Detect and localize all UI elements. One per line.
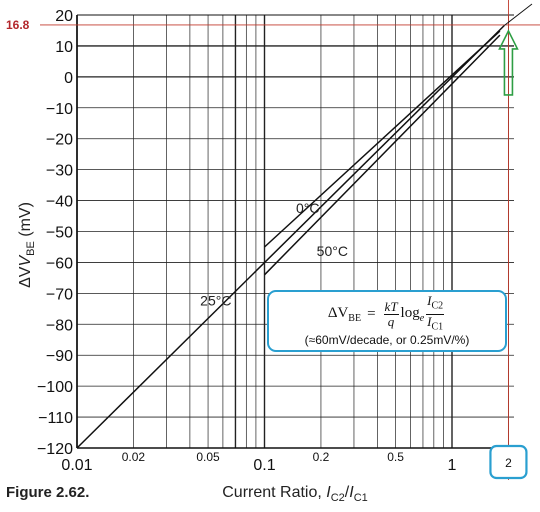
x-tick-label: 0.1: [253, 457, 275, 474]
formula-fraction-kt-q: kT q: [383, 298, 399, 329]
x-tick-label: 0.05: [196, 450, 220, 464]
x-tick-label: 0.02: [122, 450, 146, 464]
y-tick-label: 10: [55, 39, 73, 56]
y-axis-label: ΔVVBE (mV): [17, 202, 37, 288]
x-axis-label: Current Ratio, IC2/IC1: [222, 484, 368, 504]
reference-lines: 16.82: [6, 0, 540, 480]
y-tick-label: −80: [46, 317, 73, 334]
series-annotation: 25°C: [200, 293, 231, 309]
formula-equals: =: [367, 305, 376, 322]
x-tick-label: 1: [448, 457, 457, 474]
formula-note: (≈60mV/decade, or 0.25mV/%): [304, 333, 470, 347]
x-tick-label: 0.2: [313, 450, 330, 464]
formula-lhs: ΔVBE: [327, 304, 362, 324]
y-tick-label: −70: [46, 286, 73, 303]
y-tick-label: 0: [64, 70, 73, 87]
series-layer: [76, 24, 505, 449]
formula-fraction-ic: IC2 IC1: [426, 292, 445, 333]
formula-equation: ΔVBE = kT q loge IC2 IC1: [269, 292, 505, 333]
y-tick-label: −120: [37, 441, 73, 458]
extension-line: [503, 3, 533, 26]
y-tick-label: −40: [46, 194, 73, 211]
series-line-50c: [263, 34, 501, 276]
x-marker-highlight-box: [489, 444, 528, 480]
y-tick-label: −20: [46, 132, 73, 149]
series-annotation: 0°C: [296, 200, 320, 216]
arrow-up-icon: [498, 29, 519, 96]
reference-value-label: 16.8: [6, 18, 30, 32]
x-tick-label: 0.01: [61, 457, 92, 474]
series-annotation: 50°C: [317, 243, 348, 259]
y-tick-label: −30: [46, 163, 73, 180]
tick-labels: 20 10 0 −10 −20 −30 −40 −50 −60 −70 −80 −90 −100 −110…: [37, 8, 457, 474]
series-line-25c: [76, 24, 505, 449]
y-tick-label: −100: [37, 379, 73, 396]
x-marker-label: 2: [505, 456, 512, 470]
series-line-0c: [263, 30, 501, 248]
formula-log: loge: [400, 304, 425, 324]
y-tick-label: −110: [38, 410, 73, 427]
grid: [76, 14, 514, 449]
formula-box: ΔVBE = kT q loge IC2 IC1 (≈60mV/decade, …: [267, 290, 507, 352]
y-tick-label: −60: [46, 255, 73, 272]
y-tick-label: −90: [46, 348, 73, 365]
y-tick-label: 20: [55, 8, 73, 25]
y-tick-label: −10: [46, 101, 73, 118]
annotations: 0°C 50°C 25°C: [200, 200, 348, 309]
figure-caption: Figure 2.62.: [6, 484, 90, 501]
x-tick-label: 0.5: [387, 450, 404, 464]
y-tick-label: −50: [46, 225, 73, 242]
